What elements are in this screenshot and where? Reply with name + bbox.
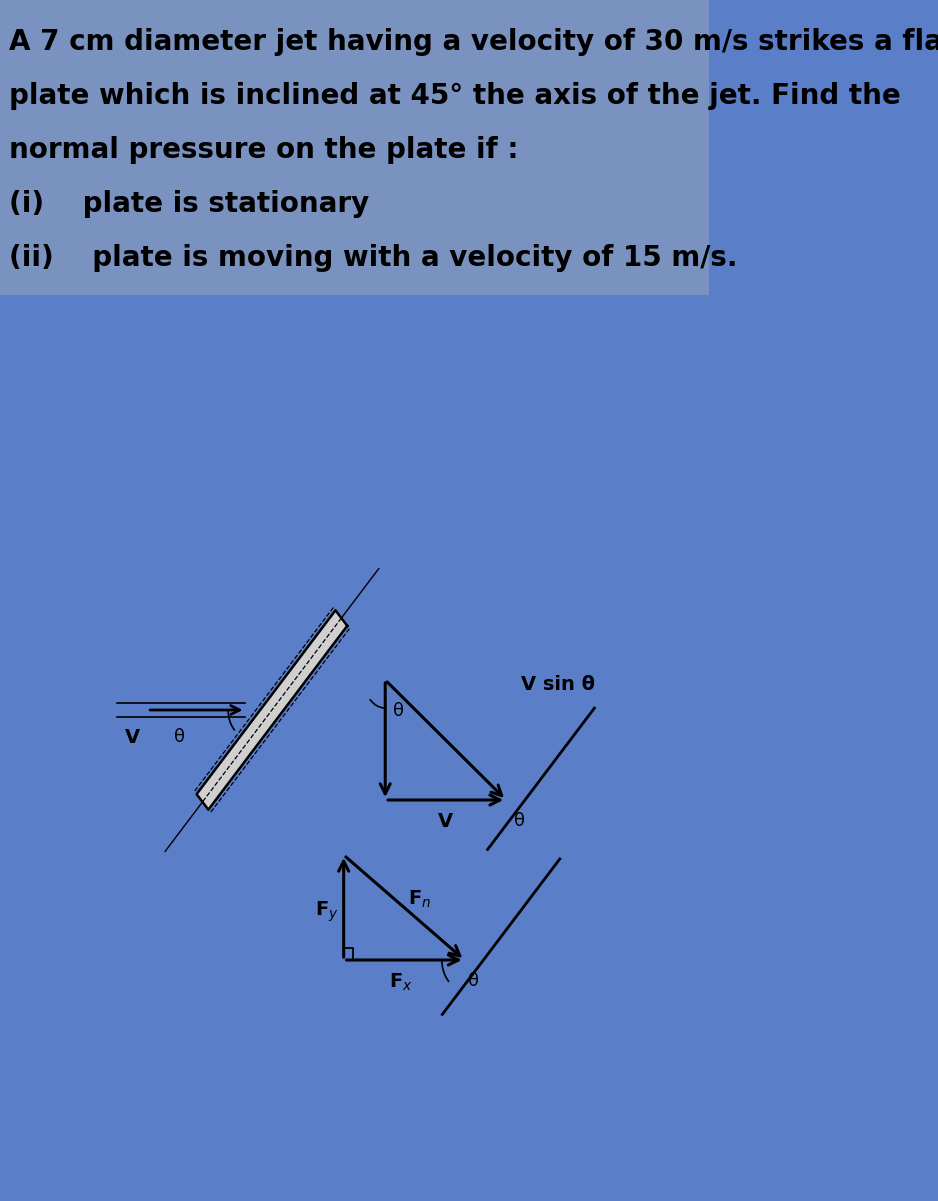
Text: (ii)    plate is moving with a velocity of 15 m/s.: (ii) plate is moving with a velocity of … — [9, 244, 737, 271]
Text: F$_n$: F$_n$ — [408, 889, 431, 910]
Text: F$_y$: F$_y$ — [315, 900, 339, 924]
Text: θ: θ — [393, 703, 403, 721]
Text: V: V — [438, 812, 453, 831]
Text: F$_x$: F$_x$ — [389, 972, 413, 993]
Text: V sin θ: V sin θ — [522, 675, 596, 694]
Text: normal pressure on the plate if :: normal pressure on the plate if : — [9, 136, 519, 165]
Text: V: V — [125, 728, 140, 747]
Text: (i)    plate is stationary: (i) plate is stationary — [9, 190, 370, 219]
FancyBboxPatch shape — [0, 0, 708, 295]
Text: θ: θ — [514, 812, 524, 830]
Text: θ: θ — [468, 972, 479, 990]
Text: A 7 cm diameter jet having a velocity of 30 m/s strikes a flat: A 7 cm diameter jet having a velocity of… — [9, 28, 938, 56]
Polygon shape — [197, 610, 347, 809]
Text: plate which is inclined at 45° the axis of the jet. Find the: plate which is inclined at 45° the axis … — [9, 82, 900, 110]
Text: θ: θ — [174, 728, 185, 746]
